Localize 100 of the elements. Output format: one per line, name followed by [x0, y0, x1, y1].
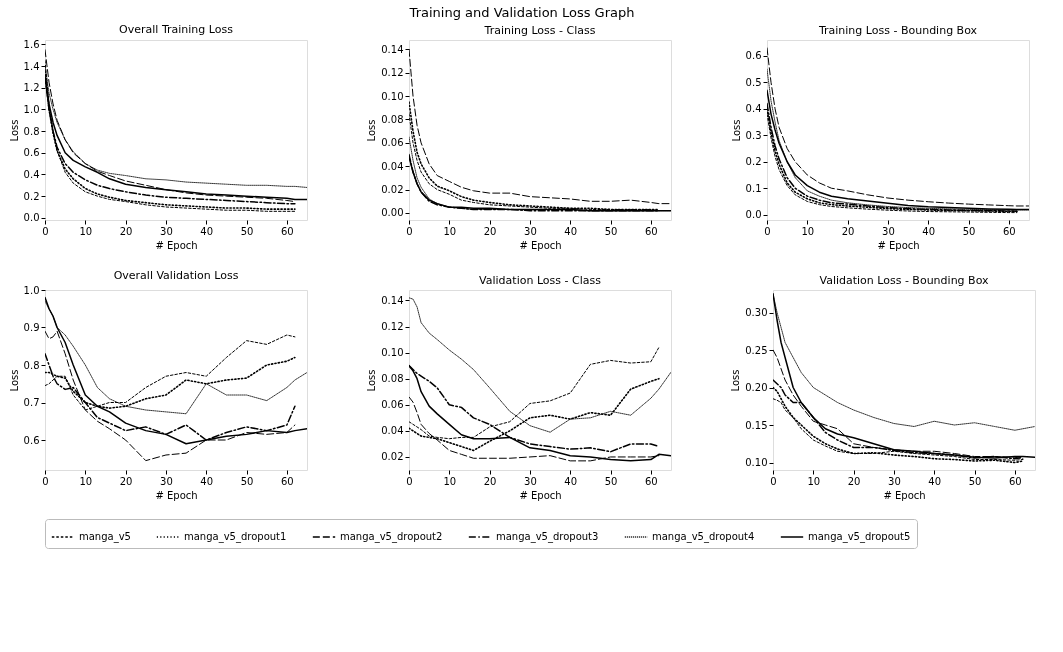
x-tick-label: 20: [119, 225, 133, 237]
y-tick-label: 0.04: [381, 160, 404, 172]
x-tick-label: 30: [882, 225, 895, 237]
y-tick-label: 0.5: [745, 76, 762, 88]
x-tick-label: 40: [564, 475, 578, 487]
x-axis-title: # Epoch: [519, 489, 562, 501]
y-tick-label: 0.8: [23, 125, 40, 137]
x-tick-label: 0: [764, 225, 771, 237]
y-axis-title: Loss: [366, 369, 378, 392]
y-tick-label: 0.04: [381, 425, 404, 437]
x-tick-label: 40: [200, 475, 214, 487]
y-tick-label: 0.10: [381, 90, 404, 102]
y-tick-label: 0.0: [23, 212, 40, 224]
x-tick-label: 0: [406, 225, 413, 237]
chart-title: Overall Validation Loss: [113, 269, 239, 282]
y-tick-label: 1.2: [23, 82, 40, 94]
x-tick-label: 50: [962, 225, 976, 237]
x-tick-label: 50: [968, 475, 982, 487]
x-tick-label: 10: [801, 225, 815, 237]
x-axis-title: # Epoch: [155, 489, 198, 501]
x-axis-title: # Epoch: [519, 239, 562, 251]
x-axis-title: # Epoch: [883, 489, 926, 501]
y-tick-label: 1.4: [23, 60, 40, 72]
y-tick-label: 0.08: [381, 373, 404, 385]
x-tick-label: 0: [406, 475, 413, 487]
x-axis-title: # Epoch: [155, 239, 198, 251]
y-tick-label: 0.10: [745, 457, 768, 468]
x-tick-label: 60: [1002, 225, 1016, 237]
x-tick-label: 0: [770, 475, 777, 487]
y-tick-label: 0.3: [745, 129, 762, 141]
y-axis-title: Loss: [730, 119, 742, 142]
x-tick-label: 30: [524, 475, 537, 487]
x-tick-label: 50: [240, 475, 254, 487]
y-tick-label: 0.6: [23, 147, 40, 159]
y-tick-label: 0.30: [745, 307, 768, 318]
y-tick-label: 0.12: [381, 321, 404, 333]
chart-title: Validation Loss - Bounding Box: [819, 274, 990, 287]
x-tick-label: 40: [200, 225, 214, 237]
x-tick-label: 20: [119, 475, 133, 487]
y-tick-label: 0.2: [23, 190, 40, 202]
x-tick-label: 10: [79, 225, 93, 237]
y-tick-label: 0.12: [381, 67, 404, 79]
y-tick-label: 1.0: [23, 284, 40, 296]
chart-title: Training Loss - Class: [483, 24, 596, 37]
x-tick-label: 30: [160, 475, 173, 487]
x-axis-title: # Epoch: [877, 239, 920, 251]
y-axis-title: Loss: [8, 119, 20, 142]
x-tick-label: 10: [443, 225, 457, 237]
legend-label: manga_v5_dropout5: [808, 531, 911, 543]
x-tick-label: 0: [42, 225, 49, 237]
x-tick-label: 60: [1008, 475, 1022, 487]
y-tick-label: 0.02: [381, 451, 404, 463]
x-tick-label: 30: [888, 475, 901, 487]
y-tick-label: 0.14: [381, 294, 404, 306]
y-tick-label: 0.9: [23, 322, 40, 333]
x-tick-label: 10: [79, 475, 93, 487]
y-tick-label: 0.7: [23, 397, 40, 408]
text: Training and Validation Loss Graph: [408, 4, 635, 20]
legend-label: manga_v5: [79, 531, 131, 543]
y-tick-label: 0.15: [745, 419, 768, 431]
x-tick-label: 20: [841, 225, 855, 237]
y-tick-label: 0.0: [745, 209, 762, 221]
x-tick-label: 10: [443, 475, 457, 487]
y-tick-label: 0.4: [745, 103, 762, 115]
y-axis-title: Loss: [366, 119, 378, 142]
x-tick-label: 30: [160, 225, 173, 237]
y-tick-label: 1.0: [23, 103, 40, 115]
x-tick-label: 50: [604, 475, 618, 487]
legend-label: manga_v5_dropout4: [652, 531, 755, 543]
chart-title: Validation Loss - Class: [479, 274, 602, 287]
y-tick-label: 0.1: [745, 182, 762, 194]
y-tick-label: 0.2: [745, 156, 762, 168]
y-tick-label: 0.25: [745, 344, 768, 356]
y-tick-label: 0.00: [381, 207, 404, 219]
x-tick-label: 60: [280, 225, 294, 237]
x-tick-label: 20: [483, 475, 497, 487]
y-tick-label: 0.02: [381, 184, 404, 196]
x-tick-label: 50: [604, 225, 618, 237]
x-tick-label: 40: [564, 225, 578, 237]
x-tick-label: 20: [847, 475, 861, 487]
y-tick-label: 1.6: [23, 38, 40, 50]
x-tick-label: 40: [928, 475, 942, 487]
y-tick-label: 0.8: [23, 359, 40, 371]
x-tick-label: 60: [280, 475, 294, 487]
x-tick-label: 30: [524, 225, 537, 237]
y-tick-label: 0.06: [381, 399, 404, 411]
chart-title: Overall Training Loss: [119, 23, 234, 37]
y-tick-label: 0.08: [381, 113, 404, 125]
y-tick-label: 0.4: [23, 168, 40, 180]
x-tick-label: 60: [644, 475, 658, 487]
x-tick-label: 0: [42, 475, 49, 487]
legend-label: manga_v5_dropout2: [340, 531, 443, 543]
chart-title: Training Loss - Bounding Box: [817, 24, 978, 37]
legend-label: manga_v5_dropout1: [184, 531, 287, 543]
legend-label: manga_v5_dropout3: [496, 531, 599, 543]
y-tick-label: 0.6: [745, 50, 762, 62]
y-tick-label: 0.10: [381, 347, 404, 359]
y-tick-label: 0.20: [745, 382, 768, 393]
x-tick-label: 20: [483, 225, 497, 237]
x-tick-label: 60: [644, 225, 658, 237]
